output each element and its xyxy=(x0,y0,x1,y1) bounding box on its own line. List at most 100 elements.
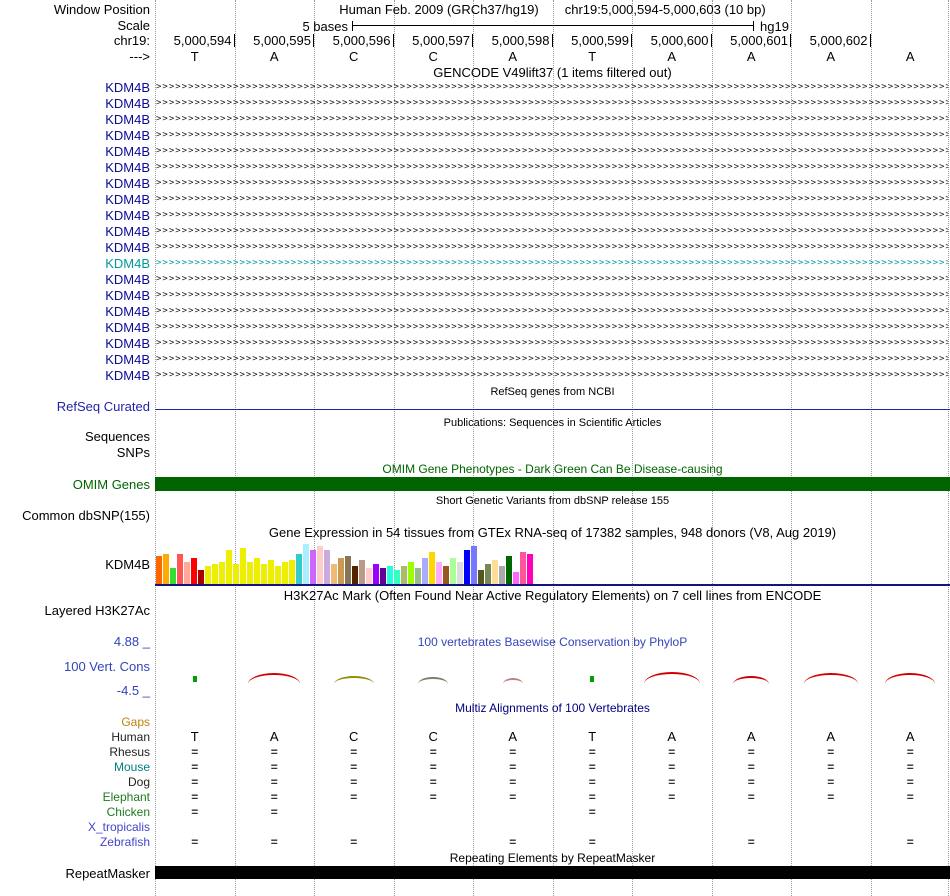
track-label-sequences[interactable]: Sequences xyxy=(84,429,150,444)
gene-label[interactable]: KDM4B xyxy=(105,96,150,111)
track-label-dbsnp[interactable]: Common dbSNP(155) xyxy=(22,508,150,523)
alignment-cell: = xyxy=(270,790,278,804)
gene-item-row[interactable]: >>>>>>>>>>>>>>>>>>>>>>>>>>>>>>>>>>>>>>>>… xyxy=(156,290,948,300)
gene-label[interactable]: KDM4B xyxy=(105,80,150,95)
gene-item-row[interactable]: >>>>>>>>>>>>>>>>>>>>>>>>>>>>>>>>>>>>>>>>… xyxy=(156,306,948,316)
alignment-cell: A xyxy=(508,729,518,744)
gene-label[interactable]: KDM4B xyxy=(105,160,150,175)
gene-label[interactable]: KDM4B xyxy=(105,192,150,207)
gene-label[interactable]: KDM4B xyxy=(105,272,150,287)
species-label[interactable]: Dog xyxy=(127,775,150,789)
gene-label[interactable]: KDM4B xyxy=(105,304,150,319)
gene-label[interactable]: KDM4B xyxy=(105,368,150,383)
gtex-expression-bar xyxy=(191,558,197,584)
track-label-repeatmasker[interactable]: RepeatMasker xyxy=(65,866,150,881)
track-label-gaps[interactable]: Gaps xyxy=(121,715,150,729)
species-label[interactable]: Elephant xyxy=(102,790,150,804)
gene-item-row[interactable]: >>>>>>>>>>>>>>>>>>>>>>>>>>>>>>>>>>>>>>>>… xyxy=(156,226,948,236)
gene-item-row[interactable]: >>>>>>>>>>>>>>>>>>>>>>>>>>>>>>>>>>>>>>>>… xyxy=(156,82,948,92)
track-title-multiz[interactable]: Multiz Alignments of 100 Vertebrates xyxy=(455,701,650,715)
gene-label[interactable]: KDM4B xyxy=(105,336,150,351)
gtex-expression-bar xyxy=(338,558,344,584)
gene-item-row[interactable]: >>>>>>>>>>>>>>>>>>>>>>>>>>>>>>>>>>>>>>>>… xyxy=(156,178,948,188)
track-title-gtex[interactable]: Gene Expression in 54 tissues from GTEx … xyxy=(268,525,837,540)
gene-label[interactable]: KDM4B xyxy=(105,112,150,127)
species-label[interactable]: Human xyxy=(111,730,150,744)
track-title-gencode[interactable]: GENCODE V49lift37 (1 items filtered out) xyxy=(433,65,672,80)
gene-item-row[interactable]: >>>>>>>>>>>>>>>>>>>>>>>>>>>>>>>>>>>>>>>>… xyxy=(156,194,948,204)
gene-label[interactable]: KDM4B xyxy=(105,208,150,223)
gtex-expression-bar xyxy=(436,562,442,584)
gtex-expression-bar xyxy=(366,568,372,584)
alignment-cell: = xyxy=(191,745,199,759)
gtex-expression-bar xyxy=(478,570,484,584)
track-label-snps[interactable]: SNPs xyxy=(116,445,150,460)
genome-label: hg19 xyxy=(760,19,789,34)
refseq-curated-item[interactable] xyxy=(155,409,950,410)
gene-item-row[interactable]: >>>>>>>>>>>>>>>>>>>>>>>>>>>>>>>>>>>>>>>>… xyxy=(156,114,948,124)
gene-item-row[interactable]: >>>>>>>>>>>>>>>>>>>>>>>>>>>>>>>>>>>>>>>>… xyxy=(156,162,948,172)
species-label[interactable]: Mouse xyxy=(113,760,150,774)
alignment-cell: A xyxy=(269,729,279,744)
sequence-base: A xyxy=(508,49,518,64)
track-title-dbsnp[interactable]: Short Genetic Variants from dbSNP releas… xyxy=(435,495,670,507)
species-label[interactable]: Rhesus xyxy=(109,745,150,759)
track-title-omim[interactable]: OMIM Gene Phenotypes - Dark Green Can Be… xyxy=(382,462,723,476)
alignment-cell: = xyxy=(906,790,914,804)
gtex-expression-chart[interactable] xyxy=(156,543,534,584)
species-label[interactable]: X_tropicalis xyxy=(87,820,150,834)
gene-label[interactable]: KDM4B xyxy=(105,240,150,255)
phylop-max-label: 4.88 _ xyxy=(113,634,150,649)
alignment-cell: = xyxy=(429,745,437,759)
alignment-cell: = xyxy=(350,835,358,849)
gene-item-row[interactable]: >>>>>>>>>>>>>>>>>>>>>>>>>>>>>>>>>>>>>>>>… xyxy=(156,146,948,156)
track-title-h3k27ac[interactable]: H3K27Ac Mark (Often Found Near Active Re… xyxy=(283,588,822,603)
gene-item-row[interactable]: >>>>>>>>>>>>>>>>>>>>>>>>>>>>>>>>>>>>>>>>… xyxy=(156,130,948,140)
strand-label: ---> xyxy=(129,49,150,64)
window-position-label: Window Position xyxy=(53,2,150,17)
gene-label[interactable]: KDM4B xyxy=(105,288,150,303)
gene-item-row[interactable]: >>>>>>>>>>>>>>>>>>>>>>>>>>>>>>>>>>>>>>>>… xyxy=(156,274,948,284)
track-title-repeatmasker[interactable]: Repeating Elements by RepeatMasker xyxy=(449,851,656,865)
gene-item-row[interactable]: >>>>>>>>>>>>>>>>>>>>>>>>>>>>>>>>>>>>>>>>… xyxy=(156,354,948,364)
gene-item-row[interactable]: >>>>>>>>>>>>>>>>>>>>>>>>>>>>>>>>>>>>>>>>… xyxy=(156,242,948,252)
gene-label[interactable]: KDM4B xyxy=(105,144,150,159)
track-title-phylop[interactable]: 100 vertebrates Basewise Conservation by… xyxy=(417,635,688,649)
gene-label[interactable]: KDM4B xyxy=(105,320,150,335)
gene-label[interactable]: KDM4B xyxy=(105,224,150,239)
track-label-phylop[interactable]: 100 Vert. Cons xyxy=(64,659,150,674)
gene-item-row[interactable]: >>>>>>>>>>>>>>>>>>>>>>>>>>>>>>>>>>>>>>>>… xyxy=(156,98,948,108)
gene-item-row[interactable]: >>>>>>>>>>>>>>>>>>>>>>>>>>>>>>>>>>>>>>>>… xyxy=(156,338,948,348)
track-title-refseq[interactable]: RefSeq genes from NCBI xyxy=(490,386,615,398)
species-label[interactable]: Zebrafish xyxy=(99,835,150,849)
alignment-cell: = xyxy=(747,760,755,774)
track-label-refseq-curated[interactable]: RefSeq Curated xyxy=(56,399,150,414)
gene-label[interactable]: KDM4B xyxy=(105,256,150,271)
gene-label[interactable]: KDM4B xyxy=(105,352,150,367)
gene-label[interactable]: KDM4B xyxy=(105,128,150,143)
gtex-expression-bar xyxy=(205,566,211,584)
sequence-base: A xyxy=(905,49,915,64)
gene-item-row[interactable]: >>>>>>>>>>>>>>>>>>>>>>>>>>>>>>>>>>>>>>>>… xyxy=(156,322,948,332)
gene-label[interactable]: KDM4B xyxy=(105,176,150,191)
track-label-gtex-gene[interactable]: KDM4B xyxy=(105,557,150,572)
track-label-h3k27ac[interactable]: Layered H3K27Ac xyxy=(44,603,150,618)
gene-item-row[interactable]: >>>>>>>>>>>>>>>>>>>>>>>>>>>>>>>>>>>>>>>>… xyxy=(156,370,948,380)
track-label-omim[interactable]: OMIM Genes xyxy=(72,477,150,492)
alignment-cell: = xyxy=(350,790,358,804)
repeatmasker-item[interactable] xyxy=(155,866,950,879)
gene-item-row[interactable]: >>>>>>>>>>>>>>>>>>>>>>>>>>>>>>>>>>>>>>>>… xyxy=(156,210,948,220)
alignment-cell: = xyxy=(588,835,596,849)
ruler-coordinate: 5,000,600 xyxy=(632,34,712,47)
track-title-publications[interactable]: Publications: Sequences in Scientific Ar… xyxy=(443,417,662,429)
alignment-cell: = xyxy=(588,775,596,789)
alignment-cell: = xyxy=(270,775,278,789)
omim-gene-item[interactable] xyxy=(155,477,950,491)
species-label[interactable]: Chicken xyxy=(106,805,150,819)
gtex-expression-bar xyxy=(443,566,449,584)
gene-item-row[interactable]: >>>>>>>>>>>>>>>>>>>>>>>>>>>>>>>>>>>>>>>>… xyxy=(156,258,948,268)
alignment-cell: = xyxy=(191,790,199,804)
alignment-cell: = xyxy=(191,760,199,774)
gtex-expression-bar xyxy=(457,562,463,584)
